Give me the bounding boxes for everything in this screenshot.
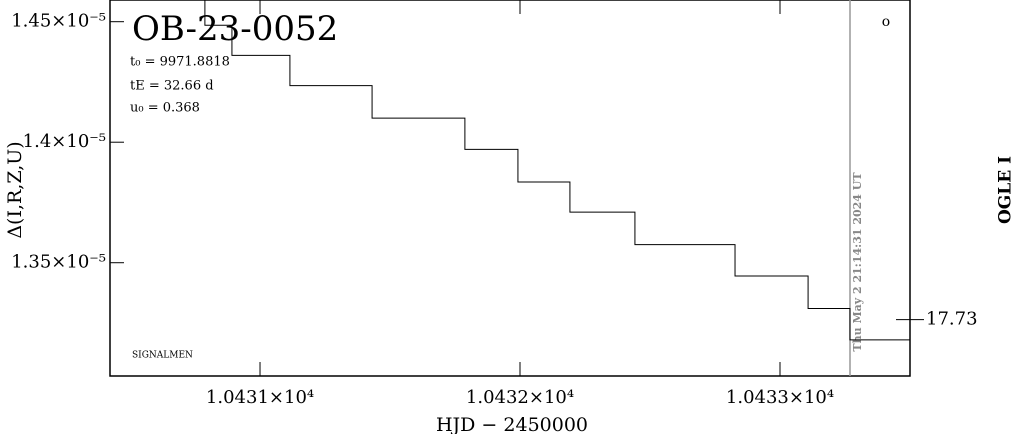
y-axis-label: Δ(I,R,Z,U) [4, 141, 26, 238]
x-axis-label: HJD − 2450000 [436, 414, 588, 434]
x-tick-label: 1.0432×10⁴ [466, 387, 574, 408]
chart-title: OB-23-0052 [132, 9, 338, 49]
date-stamp: Thu May 2 21:14:31 2024 UT [851, 172, 864, 352]
plot-frame [109, 0, 911, 377]
y-tick-label: 1.4×10⁻⁵ [23, 131, 106, 152]
y-tick-label: 1.35×10⁻⁵ [11, 252, 106, 273]
x-tick-label: 1.0431×10⁴ [206, 387, 314, 408]
annotation: o [882, 14, 890, 30]
y2-axis-label: OGLE I [996, 156, 1014, 224]
data-line [204, 0, 910, 341]
y-tick-label: 1.45×10⁻⁵ [11, 11, 106, 32]
parameter: t₀ = 9971.8818 [130, 55, 230, 70]
y2-tick-label: 17.73 [926, 309, 978, 330]
annotation: SIGNALMEN [132, 351, 193, 361]
parameter: u₀ = 0.368 [130, 101, 200, 116]
x-tick-label: 1.0433×10⁴ [726, 387, 834, 408]
parameter: tE = 32.66 d [130, 79, 214, 94]
